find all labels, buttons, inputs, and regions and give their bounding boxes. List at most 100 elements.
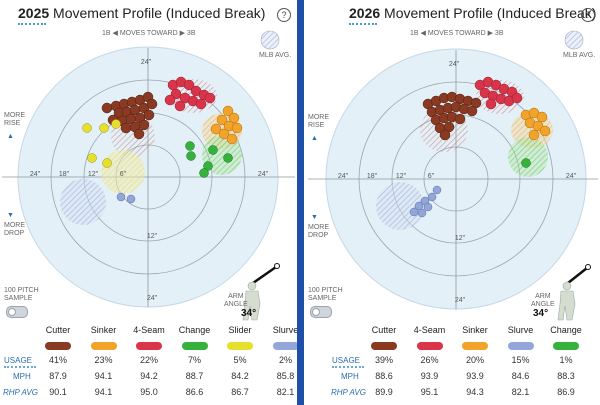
pitch-usage: 1% (559, 355, 573, 365)
usage-row-label: USAGE (4, 356, 33, 365)
pitch-mph: 84.6 (511, 371, 530, 381)
mlb-avg-icon (260, 30, 280, 50)
pitch-name: Slider (228, 325, 252, 335)
arm-angle-value: 34° (241, 308, 257, 319)
up-arrow-icon: ▲ (7, 133, 14, 140)
slurve-dots-2025 (116, 192, 136, 204)
usage-row-label: USAGE (332, 356, 361, 365)
ring-label-top-24: 24" (449, 61, 460, 68)
pitch-usage: 23% (94, 355, 113, 365)
slider-dots-2025 (82, 119, 121, 168)
mlb-avg-slider-zone (101, 150, 145, 194)
pitch-color-swatch (272, 342, 299, 350)
pitch-name: 4-Seam (133, 325, 165, 335)
fourseam-dots-2026 (474, 76, 523, 110)
pitch-mph: 94.1 (94, 371, 113, 381)
pitch-color-swatch (45, 342, 71, 350)
pitch-mph: 88.3 (557, 371, 575, 381)
pitch-mph: 85.8 (276, 371, 295, 381)
pitch-rhp-avg: 86.7 (231, 387, 249, 397)
pitch-name: Cutter (371, 325, 397, 335)
ring-label-left-24: 24" (30, 171, 41, 178)
pitch-name: 4-Seam (413, 325, 446, 335)
moves-toward-label: 1B ◀ MOVES TOWARD ▶ 3B (102, 30, 196, 37)
pitch-usage: 7% (187, 355, 201, 365)
arm-angle-label: ARM ANGLE (224, 293, 248, 308)
more-drop-label: MORE DROP (308, 224, 329, 239)
toggle-knob (8, 308, 16, 316)
pitch-mph: 88.6 (375, 371, 393, 381)
ring-label-left-12: 12" (396, 173, 407, 180)
pitch-color-swatch (416, 342, 443, 350)
sample-label: 100 PITCH SAMPLE (308, 287, 343, 302)
pitch-name: Cutter (45, 325, 71, 335)
title-underline (349, 23, 377, 25)
pitch-name: Change (178, 325, 211, 335)
down-arrow-icon: ▼ (7, 212, 14, 219)
pitch-name: Sinker (90, 325, 117, 335)
arm-angle-label: ARM ANGLE (531, 293, 555, 308)
pitch-color-swatch (507, 342, 534, 350)
chart-title: 2026 Movement Profile (Induced Break) (349, 5, 597, 21)
ring-label-left-24: 24" (338, 173, 349, 180)
help-icon[interactable]: ? (277, 8, 291, 22)
pitch-rhp-avg: 95.1 (420, 387, 439, 397)
left-panel: 24" 24" 18" 12" 6" 24" 12" 24" (0, 0, 299, 405)
movement-plot-2025: 24" 24" 18" 12" 6" 24" 12" 24" (2, 30, 295, 321)
mlb-avg-change-zone (508, 137, 548, 177)
pitch-mph: 93.9 (420, 371, 439, 381)
usage-underline (4, 366, 36, 368)
mph-row-label: MPH (13, 372, 31, 381)
change-dots-2025 (185, 141, 233, 178)
ring-label-bottom-12: 12" (455, 235, 466, 242)
pitcher-figure-icon (242, 263, 280, 321)
pitch-rhp-avg: 94.1 (94, 387, 113, 397)
pitch-usage: 15% (511, 355, 530, 365)
more-rise-label: MORE RISE (4, 112, 25, 127)
pitch-name: Change (550, 325, 582, 335)
pitch-color-swatch (227, 342, 253, 350)
mlb-avg-slurve-zone (60, 179, 106, 225)
more-rise-label: MORE RISE (308, 114, 329, 129)
sinker-dots-2026 (520, 107, 551, 141)
pitch-usage: 2% (278, 355, 292, 365)
cutter-dots-2026 (422, 91, 482, 141)
ring-label-left-12: 12" (88, 171, 99, 178)
pitch-rhp-avg: 90.1 (49, 387, 67, 397)
pitch-mph: 87.9 (49, 371, 67, 381)
sample-toggle[interactable] (310, 306, 332, 318)
sample-toggle[interactable] (6, 306, 28, 318)
pitch-color-swatch (462, 342, 488, 350)
mlb-avg-label: MLB AVG. (563, 52, 596, 59)
pitch-usage: 20% (465, 355, 484, 365)
fourseam-dots-2025 (164, 76, 216, 112)
pitch-mph: 88.7 (185, 371, 204, 381)
pitch-mph: 84.2 (231, 371, 249, 381)
sinker-dots-2025 (210, 105, 243, 145)
pitch-usage: 22% (139, 355, 158, 365)
pitcher-figure-icon (557, 264, 591, 321)
up-arrow-icon: ▲ (311, 135, 318, 142)
mlb-avg-slurve-zone (376, 182, 424, 230)
rhp-avg-row-label: RHP AVG (331, 388, 366, 397)
ring-label-right-24: 24" (258, 171, 269, 178)
pitch-usage: 39% (374, 355, 393, 365)
rhp-avg-row-label: RHP AVG (3, 388, 38, 397)
cutter-dots-2025 (101, 91, 158, 140)
ring-label-bottom-12: 12" (147, 233, 158, 240)
usage-underline (332, 366, 364, 368)
pitch-rhp-avg: 86.6 (185, 387, 204, 397)
panel-divider (297, 0, 304, 405)
pitch-mph: 94.2 (140, 371, 158, 381)
help-icon[interactable]: ? (581, 8, 595, 22)
slurve-dots-2026 (409, 185, 442, 218)
pitch-rhp-avg: 86.9 (557, 387, 575, 397)
change-dots-2026 (521, 158, 531, 168)
ring-label-left-18: 18" (367, 173, 378, 180)
pitch-color-swatch (90, 342, 117, 350)
sample-label: 100 PITCH SAMPLE (4, 287, 39, 302)
ring-label-bottom-24: 24" (147, 295, 158, 302)
movement-plot-2026: 24" 24" 18" 12" 6" 24" 12" 24" (308, 30, 598, 321)
ring-label-left-6: 6" (120, 171, 127, 178)
pitch-usage: 26% (420, 355, 439, 365)
